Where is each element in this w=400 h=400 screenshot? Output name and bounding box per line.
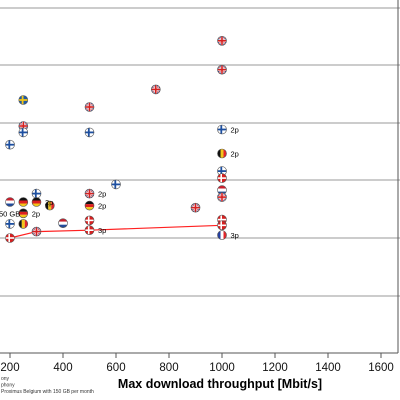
data-point-uk-flag: [84, 102, 95, 112]
data-label: 2p: [32, 209, 40, 218]
data-label: 2p: [231, 126, 239, 135]
x-tick-label: 800: [159, 362, 178, 374]
data-point-uk-flag: [84, 188, 95, 199]
data-point-denmark-flag: [84, 215, 95, 226]
x-tick-label: 400: [53, 362, 72, 374]
x-tick-label: 1600: [368, 362, 394, 374]
data-point-uk-flag: [217, 35, 227, 46]
data-point-denmark-flag: [84, 225, 95, 235]
data-point-finland-flag: [84, 127, 95, 138]
x-tick-label: 1000: [209, 362, 235, 374]
x-tick-label: 600: [106, 362, 125, 374]
data-point-finland-flag: [217, 124, 227, 135]
data-point-belgium-flag: [217, 148, 227, 159]
data-point-uk-flag: [217, 64, 227, 75]
legend-entry: phony: [1, 383, 15, 389]
data-label: 2p: [231, 149, 239, 158]
data-point-germany-flag: [84, 200, 95, 211]
data-points: [5, 35, 227, 243]
data-point-finland-flag: [5, 219, 15, 229]
data-label: 2p: [98, 190, 106, 199]
data-label: 3p: [98, 226, 106, 235]
x-tick-label: 1200: [262, 362, 288, 374]
data-label: 2p: [45, 198, 53, 207]
data-point-germany-flag: [18, 197, 29, 207]
data-point-sweden-flag: [18, 95, 29, 105]
data-point-uk-flag: [151, 84, 161, 95]
data-point-uk-flag: [190, 202, 201, 213]
data-label: 3p: [231, 231, 239, 240]
legend-entry: Proximus Belgium with 150 GB per month: [1, 389, 94, 395]
data-point-denmark-flag: [5, 233, 15, 243]
gridlines: [0, 7, 400, 297]
x-tick-label: 200: [0, 362, 19, 374]
data-point-uk-flag: [217, 192, 227, 202]
trend-line-path: [9, 224, 223, 239]
data-point-germany-flag: [31, 197, 42, 207]
data-point-netherlands-flag: [5, 197, 15, 207]
x-axis-label: Max download throughput [Mbit/s]: [118, 377, 322, 391]
data-point-belgium-flag: [44, 200, 55, 211]
data-point-denmark-flag: [217, 220, 227, 231]
data-point-denmark-flag: [217, 173, 227, 183]
legend-entry: ony: [1, 376, 10, 382]
data-point-finland-flag: [5, 139, 15, 150]
data-label: 2p: [98, 202, 106, 211]
data-point-finland-flag: [18, 127, 29, 138]
point-labels: 2p 2p 2p 2p 2p 2p 3p 3p 50 GB: [0, 126, 239, 241]
data-point-finland-flag: [31, 188, 42, 199]
data-point-germany-flag: [18, 208, 29, 219]
data-point-uk-flag: [31, 226, 42, 237]
x-tick-label: 1400: [315, 362, 341, 374]
x-axis: 200 400 600 800 1000 1200 1400 1600: [0, 0, 399, 374]
data-point-netherlands-flag: [58, 218, 68, 228]
data-point-france-flag: [217, 230, 227, 240]
cropped-label: 50 GB: [0, 209, 20, 218]
data-point-finland-flag: [111, 179, 121, 190]
data-point-belgium-flag: [18, 219, 29, 229]
